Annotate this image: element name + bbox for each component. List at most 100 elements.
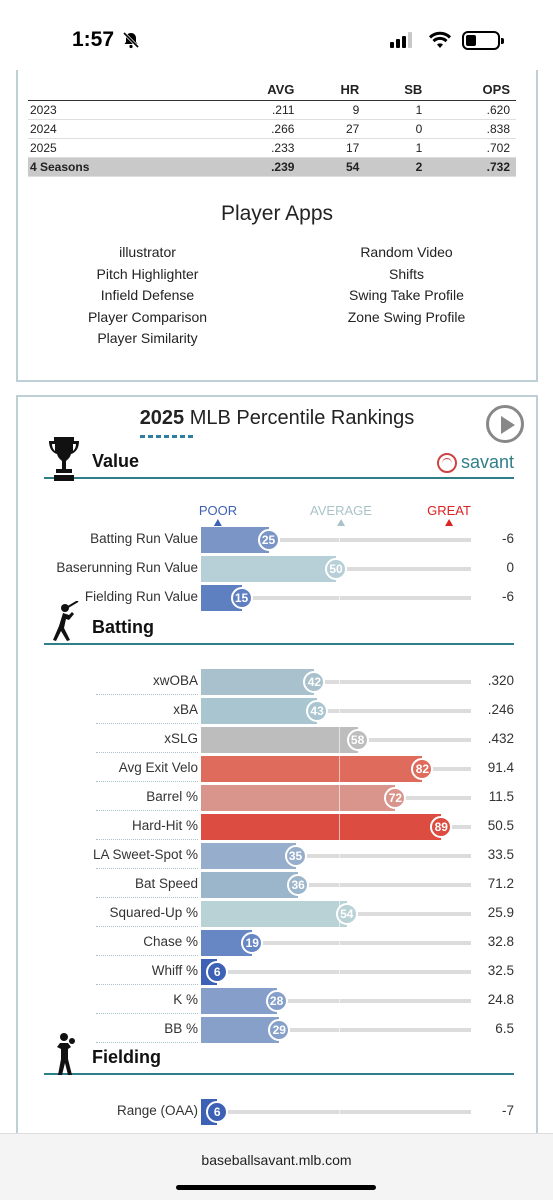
player-apps-right-column: Random Video Shifts Swing Take Profile Z… — [277, 242, 536, 350]
row-divider — [96, 694, 198, 695]
percentile-row[interactable]: xSLG 58 .432 — [18, 727, 536, 753]
metric-value: 33.5 — [487, 847, 514, 862]
percentile-bubble: 19 — [241, 932, 264, 954]
percentile-bar — [201, 872, 299, 898]
metric-value: 0 — [506, 560, 514, 575]
cell-sb: 0 — [365, 119, 429, 139]
percentile-row[interactable]: xBA 43 .246 — [18, 698, 536, 724]
metric-value: 32.5 — [487, 963, 514, 978]
cell-ops: .702 — [428, 138, 516, 158]
percentile-bar — [201, 669, 315, 695]
savant-logo-text: savant — [460, 452, 514, 472]
col-header-hr: HR — [300, 82, 366, 101]
cell-sb: 2 — [365, 157, 429, 177]
percentile-bubble: 72 — [384, 787, 407, 809]
average-line — [339, 930, 340, 956]
percentile-row[interactable]: Whiff % 6 32.5 — [18, 959, 536, 985]
percentile-row[interactable]: Hard-Hit % 89 50.5 — [18, 814, 536, 840]
percentile-row[interactable]: Barrel % 72 11.5 — [18, 785, 536, 811]
app-link-swing-take-profile[interactable]: Swing Take Profile — [349, 287, 464, 303]
cell-ops: .620 — [428, 100, 516, 120]
percentile-row[interactable]: Avg Exit Velo 82 91.4 — [18, 756, 536, 782]
cell-avg: .211 — [213, 100, 301, 120]
average-line — [339, 727, 340, 753]
app-link-player-comparison[interactable]: Player Comparison — [87, 308, 208, 325]
percentile-row[interactable]: Chase % 19 32.8 — [18, 930, 536, 956]
player-apps-title: Player Apps — [220, 202, 334, 225]
scale-poor: POOR — [199, 503, 237, 526]
percentile-bubble: 25 — [257, 529, 280, 551]
wifi-icon — [429, 31, 451, 48]
average-line — [339, 988, 340, 1014]
percentile-row[interactable]: Batting Run Value 25 -6 — [18, 527, 536, 553]
percentile-row[interactable]: Squared-Up % 54 25.9 — [18, 901, 536, 927]
percentile-track — [201, 999, 471, 1003]
metric-name: Whiff % — [151, 963, 198, 978]
cell-season: 2024 — [28, 119, 214, 139]
player-apps-list: illustrator Pitch Highlighter Infield De… — [18, 242, 536, 350]
percentile-row[interactable]: K % 28 24.8 — [18, 988, 536, 1014]
stats-card: AVG HR SB OPS 2023 .211 9 1 .620 2024 .2… — [16, 70, 538, 382]
percentile-scale: POOR AVERAGE GREAT — [199, 503, 471, 526]
percentile-row[interactable]: Baserunning Run Value 50 0 — [18, 556, 536, 582]
metric-value: 25.9 — [487, 905, 514, 920]
percentile-row[interactable]: Fielding Run Value 15 -6 — [18, 585, 536, 611]
battery-icon — [462, 31, 504, 50]
metric-value: -6 — [501, 589, 514, 604]
percentile-row[interactable]: Range (OAA) 6 -7 — [18, 1099, 536, 1125]
average-line — [339, 756, 340, 782]
percentile-bar — [201, 527, 269, 553]
scale-great: GREAT — [427, 503, 471, 526]
percentile-bubble: 43 — [306, 700, 329, 722]
browser-address-bar[interactable]: baseballsavant.mlb.com — [0, 1133, 553, 1200]
metric-name: Bat Speed — [134, 876, 198, 891]
average-line — [339, 785, 340, 811]
app-link-player-similarity[interactable]: Player Similarity — [97, 330, 198, 346]
percentile-bar — [201, 901, 347, 927]
col-header-sb: SB — [365, 82, 429, 101]
average-line — [339, 1099, 340, 1125]
trophy-icon — [48, 435, 80, 481]
percentile-row[interactable]: BB % 29 6.5 — [18, 1017, 536, 1043]
section-label: Value — [92, 451, 140, 471]
app-link-infield-defense[interactable]: Infield Defense — [100, 287, 195, 303]
percentile-row[interactable]: LA Sweet-Spot % 35 33.5 — [18, 843, 536, 869]
cell-avg: .266 — [213, 119, 301, 139]
title-underline — [140, 435, 193, 438]
status-time: 1:57 — [72, 28, 115, 51]
metric-value: -7 — [501, 1103, 514, 1118]
app-link-random-video[interactable]: Random Video — [360, 244, 453, 260]
percentile-bubble: 42 — [303, 671, 326, 693]
cell-sb: 1 — [365, 100, 429, 120]
average-line — [339, 872, 340, 898]
percentile-bar — [201, 988, 277, 1014]
cell-season: 2023 — [28, 100, 214, 120]
home-indicator[interactable] — [176, 1185, 376, 1190]
average-line — [339, 1017, 340, 1043]
metric-value: 6.5 — [495, 1021, 514, 1036]
percentile-track — [201, 970, 471, 974]
savant-logo[interactable]: savant — [436, 452, 514, 473]
app-link-shifts[interactable]: Shifts — [388, 265, 424, 282]
metric-name: xSLG — [164, 731, 198, 746]
row-divider — [96, 839, 198, 840]
percentile-row[interactable]: xwOBA 42 .320 — [18, 669, 536, 695]
percentile-track — [201, 1028, 471, 1032]
row-divider — [96, 868, 198, 869]
row-divider — [96, 810, 198, 811]
metric-name: Fielding Run Value — [84, 589, 198, 604]
cell-season: 4 Seasons — [28, 157, 214, 177]
percentile-track — [201, 680, 471, 684]
row-divider — [96, 781, 198, 782]
percentile-track — [201, 941, 471, 945]
app-link-illustrator[interactable]: illustrator — [119, 244, 176, 260]
percentile-bubble: 36 — [287, 874, 310, 896]
cell-hr: 17 — [300, 138, 366, 158]
play-button[interactable] — [486, 405, 524, 443]
average-line — [339, 585, 340, 611]
metric-name: K % — [173, 992, 198, 1007]
percentile-row[interactable]: Bat Speed 36 71.2 — [18, 872, 536, 898]
percentile-bubble: 6 — [206, 961, 229, 983]
app-link-zone-swing-profile[interactable]: Zone Swing Profile — [347, 308, 466, 325]
app-link-pitch-highlighter[interactable]: Pitch Highlighter — [96, 265, 199, 282]
